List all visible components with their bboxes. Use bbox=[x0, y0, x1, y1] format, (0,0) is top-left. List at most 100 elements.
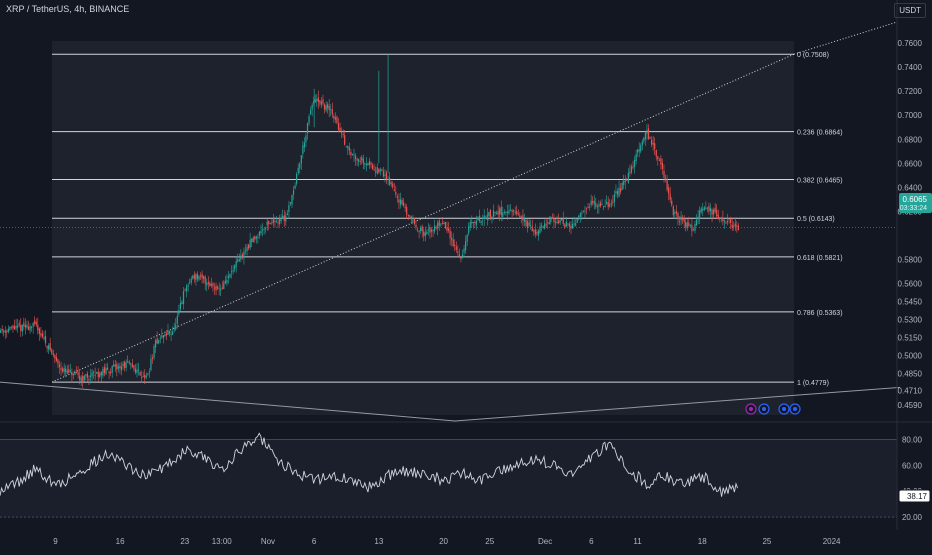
candle-body bbox=[151, 357, 154, 359]
candle-body bbox=[668, 187, 670, 194]
candle-body bbox=[113, 364, 115, 367]
price-axis-tick: 0.5600 bbox=[898, 279, 923, 288]
candle-body bbox=[89, 375, 92, 377]
candle-body bbox=[184, 289, 186, 291]
candle-body bbox=[705, 207, 707, 209]
candle-body bbox=[396, 196, 398, 199]
candle-body bbox=[435, 227, 437, 229]
candle-body bbox=[300, 155, 302, 164]
candle-body bbox=[271, 222, 273, 224]
rsi-axis-tick: 80.00 bbox=[902, 436, 923, 445]
candle-body bbox=[720, 217, 722, 219]
candle-body bbox=[620, 188, 622, 192]
candle-body bbox=[237, 259, 239, 262]
candle-body bbox=[145, 375, 147, 378]
candle-body bbox=[664, 177, 667, 179]
candle-body bbox=[51, 349, 53, 354]
candle-body bbox=[249, 239, 251, 248]
candle-body bbox=[348, 147, 350, 151]
candle-body bbox=[82, 375, 84, 382]
candle-body bbox=[508, 210, 510, 214]
candle-body bbox=[478, 215, 481, 221]
candle-body bbox=[699, 210, 701, 219]
candle-body bbox=[582, 211, 584, 213]
candle-body bbox=[24, 325, 26, 328]
candle-body bbox=[120, 366, 123, 371]
candle-body bbox=[88, 379, 90, 381]
candle-body bbox=[713, 209, 715, 215]
candle-body bbox=[695, 219, 698, 226]
candle-body bbox=[48, 345, 50, 350]
candle-body bbox=[647, 128, 650, 140]
candle-body bbox=[657, 156, 659, 160]
candle-body bbox=[218, 288, 220, 290]
candle-body bbox=[215, 285, 217, 291]
candle-body bbox=[595, 202, 597, 207]
candle-body bbox=[714, 207, 716, 212]
candle-body bbox=[424, 232, 426, 237]
candle-body bbox=[12, 325, 14, 329]
candle-body bbox=[537, 230, 540, 236]
event-marker-dot bbox=[762, 407, 766, 411]
rsi-axis-tick: 60.00 bbox=[902, 461, 923, 470]
candle-body bbox=[125, 362, 127, 368]
candle-body bbox=[99, 373, 101, 378]
candle-body bbox=[204, 276, 206, 284]
candle-body bbox=[492, 210, 495, 217]
candle-body bbox=[223, 282, 225, 289]
candle-body bbox=[165, 333, 168, 336]
candle-body bbox=[376, 166, 378, 174]
lower-trend-line[interactable] bbox=[0, 381, 901, 422]
candle-body bbox=[144, 374, 146, 379]
candle-body bbox=[356, 158, 358, 161]
candle-body bbox=[585, 208, 588, 210]
candle-body bbox=[686, 222, 688, 229]
candle-body bbox=[257, 236, 259, 238]
candle-body bbox=[440, 224, 442, 226]
candle-body bbox=[20, 324, 22, 331]
candle-body bbox=[649, 137, 651, 139]
candle-body bbox=[703, 207, 705, 210]
candle-body bbox=[275, 221, 278, 223]
candle-body bbox=[443, 222, 445, 224]
candle-body bbox=[427, 229, 429, 231]
candle-body bbox=[286, 213, 288, 216]
candle-body bbox=[158, 340, 160, 344]
candle-body bbox=[733, 225, 735, 227]
currency-button[interactable]: USDT bbox=[894, 3, 926, 18]
candle-body bbox=[598, 204, 600, 207]
fib-level-label: 1 (0.4779) bbox=[797, 380, 829, 387]
candle-body bbox=[189, 281, 191, 283]
candle-body bbox=[621, 182, 623, 190]
candle-body bbox=[40, 332, 42, 336]
candle-body bbox=[616, 191, 619, 195]
candle-body bbox=[368, 161, 371, 165]
candle-body bbox=[195, 274, 197, 281]
candle-body bbox=[124, 361, 126, 368]
candle-body bbox=[438, 220, 440, 226]
candle-body bbox=[240, 255, 242, 260]
candle-body bbox=[3, 330, 5, 332]
candle-body bbox=[461, 254, 464, 257]
event-marker-dot bbox=[793, 407, 797, 411]
candle-body bbox=[167, 330, 169, 335]
candle-body bbox=[241, 254, 243, 256]
candle-body bbox=[176, 316, 178, 324]
candle-body bbox=[83, 375, 85, 381]
candle-body bbox=[375, 171, 377, 173]
candle-body bbox=[105, 367, 107, 375]
candle-body bbox=[579, 213, 581, 217]
candle-body bbox=[531, 226, 533, 232]
time-axis-tick: 20 bbox=[439, 537, 448, 546]
symbol-title[interactable]: XRP / TetherUS, 4h, BINANCE bbox=[6, 4, 130, 14]
candle-body bbox=[153, 346, 155, 358]
candle-body bbox=[34, 320, 36, 324]
candle-body bbox=[483, 215, 485, 219]
candle-body bbox=[728, 218, 730, 220]
candle-body bbox=[730, 219, 732, 223]
candle-body bbox=[565, 221, 567, 227]
candle-body bbox=[130, 363, 132, 365]
candle-body bbox=[432, 230, 434, 232]
candle-body bbox=[554, 221, 557, 223]
candle-body bbox=[131, 363, 133, 368]
